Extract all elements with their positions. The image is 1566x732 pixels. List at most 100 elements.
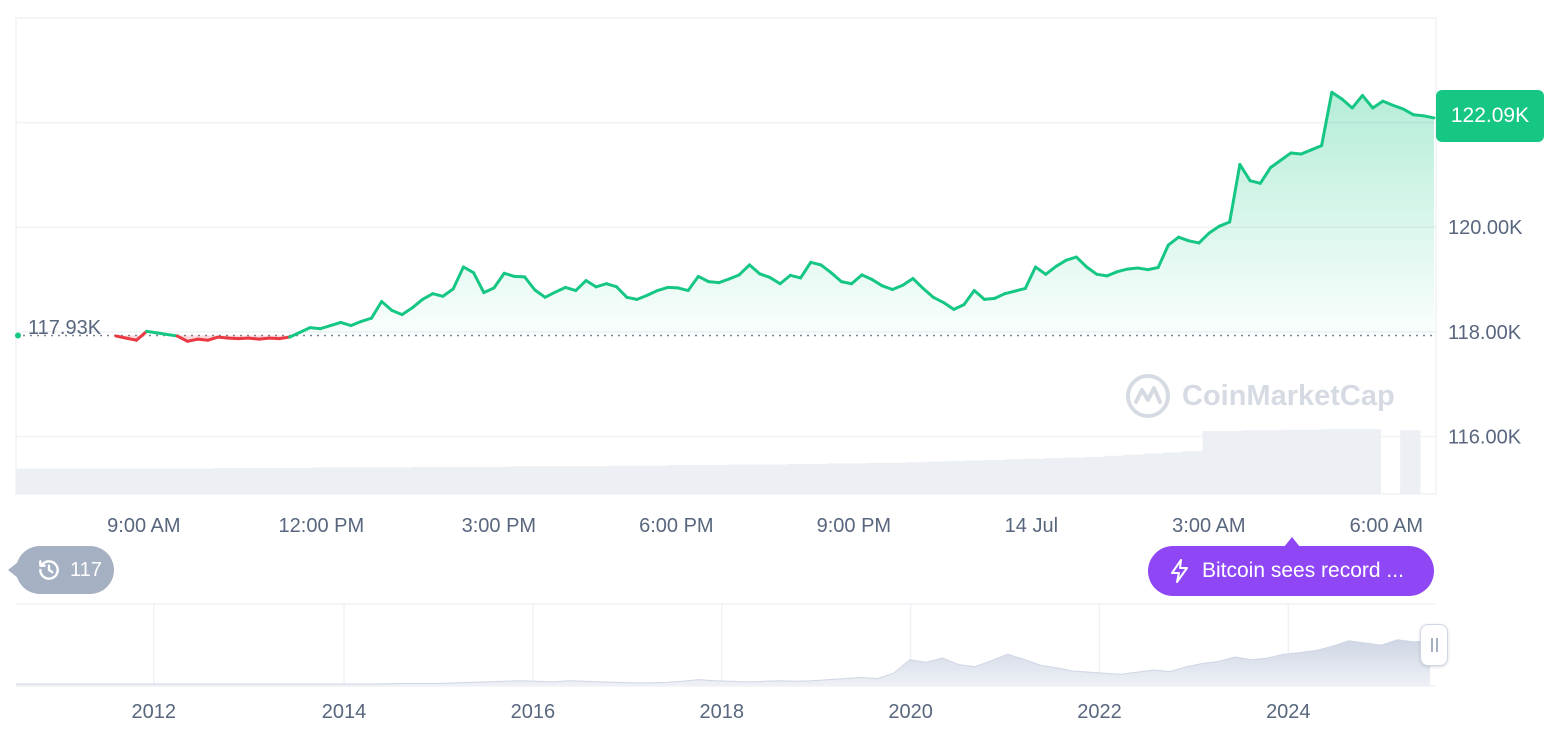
volume-bar bbox=[312, 467, 333, 494]
price-line-segment bbox=[747, 263, 762, 276]
price-line-segment bbox=[1197, 231, 1211, 245]
volume-bar bbox=[1044, 458, 1065, 494]
price-line-segment bbox=[850, 273, 864, 286]
volume-bar bbox=[1182, 451, 1203, 494]
price-line-segment bbox=[758, 272, 772, 279]
price-line-segment bbox=[1320, 90, 1334, 148]
price-line-segment bbox=[1207, 224, 1221, 235]
price-line-segment bbox=[1054, 258, 1068, 268]
price-line-segment bbox=[1258, 166, 1273, 185]
volume-bar bbox=[806, 463, 828, 494]
volume-bar bbox=[154, 468, 175, 494]
price-line-segment bbox=[1034, 265, 1048, 276]
volume-bar bbox=[1162, 452, 1184, 494]
price-line-segment bbox=[502, 271, 516, 278]
navigator-year-label: 2014 bbox=[322, 701, 367, 723]
navigator[interactable]: 2012 2014 2016 2018 2020 2022 2024 bbox=[16, 603, 1436, 723]
volume-bar bbox=[1301, 429, 1322, 494]
volume-bar bbox=[530, 466, 551, 494]
price-line-segment bbox=[564, 285, 578, 293]
price-line-segment bbox=[1136, 266, 1150, 272]
volume-bar bbox=[648, 465, 670, 494]
volume-bar bbox=[213, 468, 235, 494]
price-line-segment bbox=[1166, 235, 1181, 247]
price-line-segment bbox=[359, 316, 373, 323]
volume-bar bbox=[708, 465, 729, 494]
volume-bar bbox=[411, 466, 432, 494]
news-event-button[interactable]: Bitcoin sees record ... bbox=[1148, 537, 1434, 596]
price-line-segment bbox=[1350, 93, 1364, 110]
price-line-segment bbox=[1412, 113, 1426, 118]
volume-bar bbox=[609, 465, 630, 494]
price-line-segment bbox=[226, 336, 241, 341]
price-line-segment bbox=[175, 334, 190, 343]
price-line-segment bbox=[1187, 239, 1201, 245]
price-line-segment bbox=[349, 319, 363, 328]
x-axis: 9:00 AM 12:00 PM 3:00 PM 6:00 PM 9:00 PM 14 J… bbox=[107, 515, 1423, 537]
volume-bar bbox=[984, 459, 1006, 494]
volume-bar bbox=[787, 463, 808, 494]
price-line-segment bbox=[145, 329, 159, 335]
x-tick-label: 6:00 AM bbox=[1350, 515, 1423, 537]
price-line-segment bbox=[1269, 158, 1283, 170]
price-line-segment bbox=[482, 286, 496, 295]
y-tick-label: 118.00K bbox=[1448, 322, 1522, 344]
volume-bar bbox=[114, 468, 136, 494]
price-area-up bbox=[116, 92, 1434, 336]
news-text: Bitcoin sees record ... bbox=[1202, 559, 1404, 582]
price-line-segment bbox=[809, 260, 823, 267]
volume-bar bbox=[589, 466, 610, 494]
price-line-segment bbox=[788, 273, 803, 280]
price-line-segment bbox=[410, 297, 425, 310]
price-line-segment bbox=[329, 320, 343, 328]
price-line-segment bbox=[901, 276, 915, 287]
price-line-segment bbox=[1013, 286, 1027, 293]
price-line-segment bbox=[952, 303, 966, 311]
lightning-icon bbox=[1171, 559, 1188, 583]
navigator-year-label: 2020 bbox=[888, 701, 933, 723]
price-line-segment bbox=[727, 273, 741, 281]
price-line-segment bbox=[553, 285, 568, 294]
price-line-segment bbox=[196, 337, 210, 342]
navigator-drag-handle[interactable] bbox=[1420, 624, 1448, 666]
price-line-segment bbox=[931, 295, 946, 305]
navigator-year-label: 2016 bbox=[511, 701, 556, 723]
price-line-segment bbox=[257, 336, 271, 341]
volume-bar bbox=[569, 466, 590, 494]
volume-bar bbox=[1103, 455, 1124, 494]
price-line-segment bbox=[1340, 97, 1354, 110]
volume-bar bbox=[510, 466, 531, 494]
coinmarketcap-watermark: CoinMarketCap bbox=[1124, 372, 1395, 420]
price-line-segment bbox=[778, 273, 792, 286]
volume-bar bbox=[332, 467, 353, 494]
price-line-segment bbox=[860, 273, 874, 282]
volume-bar bbox=[292, 468, 314, 494]
price-line-segment bbox=[237, 336, 251, 341]
volume-bar bbox=[391, 467, 412, 494]
price-line-segment bbox=[288, 330, 302, 339]
price-line-segment bbox=[829, 271, 843, 284]
price-line-segment bbox=[584, 279, 598, 289]
price-line-segment bbox=[982, 296, 997, 301]
price-line-segment bbox=[839, 280, 854, 286]
volume-bar bbox=[1360, 429, 1381, 494]
price-line-segment bbox=[993, 292, 1007, 300]
volume-bar bbox=[1064, 457, 1085, 494]
price-line-segment bbox=[574, 279, 588, 293]
price-line-segment bbox=[512, 274, 527, 279]
price-line-segment bbox=[1177, 235, 1191, 243]
volume-bar bbox=[846, 463, 867, 494]
volume-bar bbox=[371, 467, 393, 494]
volume-bar bbox=[1024, 458, 1045, 494]
history-button[interactable]: 117 bbox=[8, 546, 114, 594]
price-line-segment bbox=[1105, 270, 1119, 278]
price-line-segment bbox=[1360, 93, 1375, 110]
volume-bar bbox=[1143, 453, 1164, 494]
price-line-segment bbox=[390, 308, 404, 317]
volume-bar bbox=[95, 468, 116, 494]
price-line-segment bbox=[666, 285, 680, 290]
price-line-segment bbox=[696, 274, 711, 284]
price-line-segment bbox=[635, 293, 649, 301]
price-line-segment bbox=[339, 320, 353, 328]
